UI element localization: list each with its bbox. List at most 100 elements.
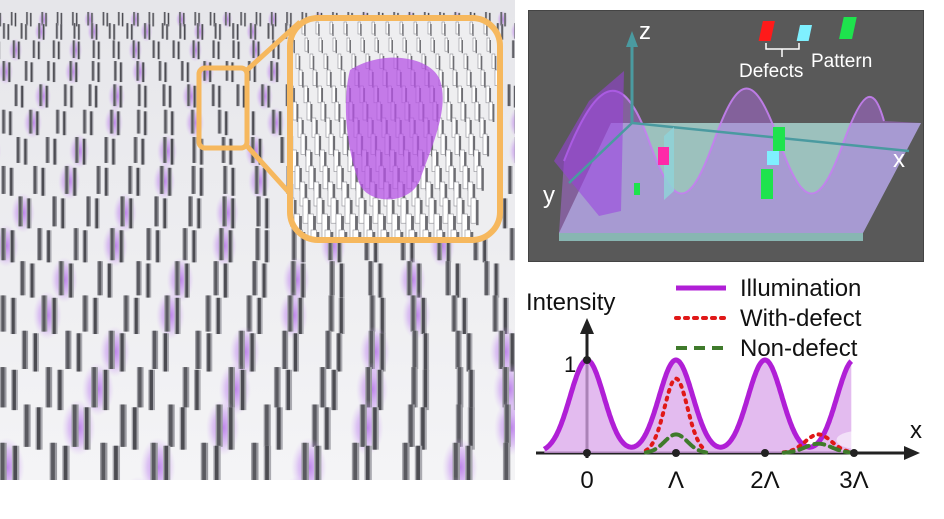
- inset-pillar: [389, 38, 393, 53]
- x-tick-label: 3Λ: [839, 467, 868, 494]
- illumination-scheme-svg: z x y Defects Pattern: [529, 11, 923, 261]
- metasurface-unit: [104, 107, 123, 139]
- inset-pillar: [461, 102, 466, 122]
- metasurface-unit: [222, 10, 233, 28]
- y-tick-mark-1: [583, 356, 591, 364]
- inset-pillar: [296, 54, 300, 70]
- inset-pillar: [327, 70, 332, 88]
- metasurface-unit: [128, 38, 142, 62]
- metasurface-render: [0, 0, 515, 480]
- metasurface-unit: [256, 82, 273, 111]
- legend-label-illumination: Illumination: [740, 275, 861, 302]
- inset-pillar: [414, 22, 418, 36]
- inset-pillar: [470, 22, 474, 36]
- metasurface-unit: [34, 82, 51, 111]
- inset-pillar: [481, 70, 486, 88]
- inset-pillar: [483, 134, 489, 156]
- inset-pillar: [305, 38, 309, 53]
- legend-defect-cyan: [797, 25, 812, 41]
- inset-pillar: [456, 22, 460, 36]
- inset-pillar: [310, 54, 314, 70]
- x-axis-arrow: [904, 446, 920, 460]
- inset-pillar: [347, 38, 351, 53]
- plot-legend: Illumination With-defect Non-defect: [676, 275, 862, 362]
- inset-pillar: [313, 70, 318, 88]
- substrate-edge: [559, 233, 863, 241]
- inset-pillar: [319, 38, 323, 53]
- defects-label: Defects: [739, 61, 803, 82]
- x-tick-label: 0: [580, 467, 593, 494]
- x-tick-mark: [583, 449, 591, 457]
- inset-pillar: [459, 38, 463, 53]
- inset-pillar: [375, 38, 379, 53]
- metasurface-unit: [34, 21, 46, 42]
- inset-pillar: [473, 38, 477, 53]
- metasurface-unit: [68, 38, 82, 62]
- x-tick-mark: [672, 449, 680, 457]
- inset-pillar: [487, 38, 491, 53]
- inset-pillar: [299, 70, 304, 88]
- y-axis-label: Intensity: [526, 289, 615, 316]
- inset-pillar: [344, 22, 348, 36]
- metasurface-unit: [211, 224, 237, 267]
- metasurface-unit: [512, 40, 515, 59]
- metasurface-render-svg: [0, 0, 515, 480]
- inset-pillar: [453, 70, 458, 88]
- inset-pillar: [464, 54, 468, 70]
- metasurface-unit: [509, 228, 515, 262]
- metasurface-unit: [265, 59, 281, 85]
- axis-y-label: y: [543, 182, 555, 209]
- defect-block-cyan: [767, 151, 779, 165]
- metasurface-unit: [8, 38, 22, 62]
- metasurface-unit: [188, 38, 202, 62]
- inset-pillar: [361, 38, 365, 53]
- metasurface-unit: [266, 107, 285, 139]
- inset-pillar: [447, 102, 452, 122]
- x-tick-mark: [850, 449, 858, 457]
- inset-pillar: [442, 22, 446, 36]
- pattern-block-small: [634, 183, 640, 195]
- axis-x-label: x: [893, 146, 905, 173]
- inset-pillar: [471, 198, 479, 225]
- inset-pillar: [386, 22, 390, 36]
- inset-pillar: [475, 102, 480, 122]
- inset-pillar: [477, 166, 484, 191]
- inset-pillar: [324, 54, 328, 70]
- inset-pillar: [403, 38, 407, 53]
- inset-pillar: [372, 22, 376, 36]
- metasurface-unit: [132, 59, 148, 85]
- legend-pattern-green: [839, 17, 857, 39]
- inset-pillar: [316, 22, 320, 36]
- defect-block-magenta: [658, 147, 669, 165]
- inset-pillar: [431, 38, 435, 53]
- metasurface-unit: [102, 224, 128, 267]
- metasurface-unit: [108, 82, 125, 111]
- metasurface-unit: [23, 107, 42, 139]
- plot-series: [544, 356, 880, 453]
- metasurface-unit: [156, 291, 185, 339]
- y-tick-label-1: 1: [564, 352, 576, 377]
- legend-label-with-defect: With-defect: [740, 305, 862, 332]
- metasurface-unit: [11, 193, 35, 233]
- defects-bracket: [766, 43, 799, 49]
- inset-pillar: [293, 102, 298, 122]
- metasurface-unit: [33, 291, 62, 339]
- inset-pillar: [428, 22, 432, 36]
- x-tick-mark: [761, 449, 769, 457]
- legend-defect-red: [759, 21, 775, 41]
- inset-pillar: [436, 54, 440, 70]
- zoom-inset: [252, 18, 505, 260]
- metasurface-unit: [87, 21, 99, 42]
- inset-pillar: [445, 38, 449, 53]
- metasurface-unit: [65, 59, 81, 85]
- inset-pillar: [467, 70, 472, 88]
- inset-pillar: [400, 22, 404, 36]
- inset-pillar: [450, 54, 454, 70]
- plot-glare: [836, 431, 880, 449]
- inset-pillar: [358, 22, 362, 36]
- inset-pillar: [321, 102, 326, 122]
- inset-pillar: [492, 54, 496, 70]
- axis-z-arrow: [626, 31, 638, 47]
- pattern-block-2: [761, 169, 773, 199]
